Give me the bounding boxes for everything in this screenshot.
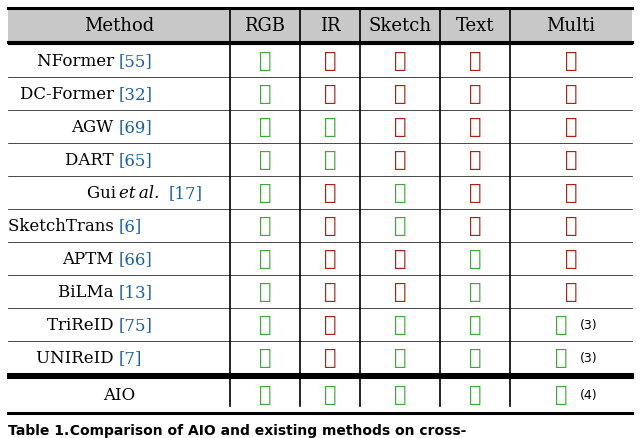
- Text: ✓: ✓: [324, 151, 336, 170]
- Text: ✗: ✗: [564, 216, 577, 236]
- Text: DART: DART: [65, 152, 119, 169]
- Text: ✗: ✗: [564, 85, 577, 104]
- Text: UNIReID: UNIReID: [36, 349, 119, 366]
- Text: ✓: ✓: [259, 52, 271, 71]
- Text: SketchTrans: SketchTrans: [8, 218, 119, 234]
- Text: ✗: ✗: [564, 249, 577, 268]
- Text: ✓: ✓: [468, 249, 481, 268]
- Text: ✓: ✓: [259, 216, 271, 236]
- Text: [69]: [69]: [119, 119, 153, 136]
- Text: AIO: AIO: [103, 387, 135, 403]
- Text: ✓: ✓: [394, 348, 406, 367]
- Text: Multi: Multi: [547, 17, 596, 35]
- Text: ✓: ✓: [259, 151, 271, 170]
- Text: NFormer: NFormer: [36, 53, 119, 70]
- Text: ✗: ✗: [394, 151, 406, 170]
- Text: Sketch: Sketch: [369, 17, 431, 35]
- Text: ✗: ✗: [564, 283, 577, 301]
- Text: ✓: ✓: [259, 184, 271, 202]
- Text: ✗: ✗: [564, 118, 577, 137]
- Text: (3): (3): [580, 351, 598, 364]
- Text: ✗: ✗: [324, 184, 336, 202]
- Text: ✗: ✗: [394, 249, 406, 268]
- Text: Comparison of AIO and existing methods on cross-: Comparison of AIO and existing methods o…: [60, 423, 467, 437]
- Text: ✗: ✗: [468, 85, 481, 104]
- Text: ✗: ✗: [564, 184, 577, 202]
- Text: [7]: [7]: [119, 349, 142, 366]
- Text: ✓: ✓: [468, 283, 481, 301]
- Text: APTM: APTM: [62, 251, 119, 267]
- Text: ✗: ✗: [468, 151, 481, 170]
- Text: (3): (3): [580, 318, 598, 331]
- Text: ✓: ✓: [259, 315, 271, 334]
- Text: ✗: ✗: [324, 85, 336, 104]
- Text: Table 1.: Table 1.: [8, 423, 69, 437]
- Text: ✗: ✗: [468, 216, 481, 236]
- Text: [75]: [75]: [119, 316, 153, 333]
- Text: ✓: ✓: [468, 315, 481, 334]
- Text: ✓: ✓: [259, 283, 271, 301]
- Text: ✗: ✗: [324, 283, 336, 301]
- Text: ✗: ✗: [324, 348, 336, 367]
- Text: [65]: [65]: [119, 152, 153, 169]
- Text: ✓: ✓: [259, 85, 271, 104]
- Text: [17]: [17]: [169, 184, 203, 201]
- Text: RGB: RGB: [244, 17, 285, 35]
- Text: ✓: ✓: [394, 184, 406, 202]
- Text: ✗: ✗: [564, 52, 577, 71]
- Text: ✓: ✓: [259, 385, 271, 405]
- Text: BiLMa: BiLMa: [58, 283, 119, 300]
- Text: ✗: ✗: [324, 249, 336, 268]
- Text: ✓: ✓: [555, 385, 567, 405]
- Text: [32]: [32]: [119, 86, 153, 103]
- Text: ✗: ✗: [394, 52, 406, 71]
- Text: ✓: ✓: [555, 315, 567, 334]
- Text: [55]: [55]: [119, 53, 153, 70]
- Text: ✗: ✗: [394, 85, 406, 104]
- Text: ✗: ✗: [468, 52, 481, 71]
- Text: ✓: ✓: [259, 348, 271, 367]
- Text: ✓: ✓: [324, 118, 336, 137]
- Text: [13]: [13]: [119, 283, 153, 300]
- Text: ✗: ✗: [324, 52, 336, 71]
- Text: IR: IR: [320, 17, 340, 35]
- Text: [66]: [66]: [119, 251, 153, 267]
- Text: ✓: ✓: [324, 385, 336, 405]
- Text: ✓: ✓: [394, 216, 406, 236]
- Text: ✓: ✓: [468, 348, 481, 367]
- Text: ✓: ✓: [394, 385, 406, 405]
- Text: AGW: AGW: [72, 119, 119, 136]
- Text: ✗: ✗: [468, 118, 481, 137]
- Bar: [8, 9, 632, 43]
- Text: ✓: ✓: [259, 249, 271, 268]
- Text: ✗: ✗: [564, 151, 577, 170]
- Text: ✗: ✗: [324, 315, 336, 334]
- Text: ✓: ✓: [259, 118, 271, 137]
- Text: ✗: ✗: [468, 184, 481, 202]
- Text: Method: Method: [84, 17, 154, 35]
- Text: et al.: et al.: [119, 184, 159, 201]
- Text: ✓: ✓: [394, 315, 406, 334]
- Text: (4): (4): [580, 389, 598, 402]
- Text: ✓: ✓: [468, 385, 481, 405]
- Text: DC-Former: DC-Former: [20, 86, 119, 103]
- Text: [6]: [6]: [119, 218, 142, 234]
- Text: Text: Text: [456, 17, 494, 35]
- Text: ✗: ✗: [394, 118, 406, 137]
- Text: TriReID: TriReID: [47, 316, 119, 333]
- Text: ✗: ✗: [394, 283, 406, 301]
- Text: ✓: ✓: [555, 348, 567, 367]
- Text: ✗: ✗: [324, 216, 336, 236]
- Text: Gui: Gui: [86, 184, 119, 201]
